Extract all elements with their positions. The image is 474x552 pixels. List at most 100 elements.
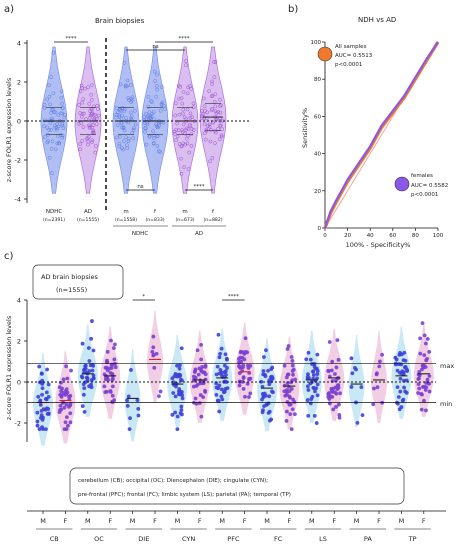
max-label: max — [440, 362, 454, 370]
region-legend-box — [69, 467, 405, 505]
panel-c-point — [89, 385, 94, 390]
panel-c-point — [80, 341, 85, 346]
panel-a-point — [142, 115, 147, 119]
panel-c-point — [336, 357, 341, 362]
panel-c-point — [330, 390, 335, 394]
panel-c-point — [290, 407, 295, 412]
panel-c-point — [404, 390, 409, 395]
panel-c-point — [315, 376, 319, 381]
panel-a-point — [81, 125, 86, 129]
panel-a-group-label: m — [182, 209, 187, 215]
panel-c-point — [59, 394, 64, 399]
panel-c-point — [417, 386, 422, 391]
panel-a-point — [202, 116, 207, 120]
panel-a-point — [132, 108, 137, 113]
panel-b-y-tick-label: 100 — [311, 40, 322, 46]
panel-c-point — [241, 376, 246, 380]
panel-c-point — [82, 367, 87, 372]
panel-c-point — [285, 400, 290, 404]
panel-c-point — [244, 349, 248, 354]
panel-a-point — [86, 135, 91, 139]
panel-a-point — [202, 131, 207, 136]
panel-c-point — [416, 391, 421, 395]
panel-a-point — [159, 101, 164, 106]
panel-c-point — [306, 413, 311, 418]
panel-c-point — [334, 404, 338, 409]
panel-c-point — [90, 319, 94, 323]
panel-a-point — [114, 135, 119, 140]
panel-b-roc-curves — [323, 41, 440, 229]
panel-c-point — [193, 369, 198, 373]
panel-a-sig-text: ns — [137, 184, 143, 190]
panel-c-point — [196, 372, 201, 377]
panel-c-box-n: (n=1555) — [56, 286, 87, 294]
panel-c-point — [63, 420, 68, 425]
panel-a-violin — [74, 46, 102, 194]
panel-c-point — [312, 362, 317, 366]
panel-c-point — [266, 368, 270, 373]
panel-c-point — [225, 366, 229, 370]
panel-a-point — [56, 124, 61, 129]
panel-a-group-n: (n=1558) — [115, 217, 137, 223]
panel-a-point — [210, 94, 215, 98]
panel-a-point — [173, 113, 178, 118]
panel-c-region-label: DIE — [138, 535, 149, 543]
panel-c-sex-label: M — [264, 517, 270, 525]
panel-a-point — [151, 136, 156, 140]
panel-a-group-name: NDHC — [132, 231, 148, 237]
panel-c-point — [39, 371, 44, 376]
panel-c-point — [35, 423, 40, 428]
panel-c-sex-label: F — [153, 517, 157, 525]
all-samples-auc: AUC= 0.5513 — [335, 53, 373, 59]
panel-a-point — [213, 129, 217, 133]
panel-c-sex-label: F — [64, 517, 68, 525]
panel-a-point — [203, 109, 207, 113]
panel-a-point — [120, 125, 124, 130]
panel-a-point — [212, 60, 216, 64]
panel-a-point — [207, 122, 212, 127]
panel-c-point — [404, 378, 409, 383]
panel-a-point — [179, 156, 183, 161]
panel-c-point — [217, 409, 222, 414]
panel-a-point — [163, 107, 167, 111]
panel-c-sex-label: F — [198, 517, 202, 525]
panel-c-point — [267, 394, 272, 399]
panel-c-point — [61, 390, 66, 395]
panel-c-point — [305, 398, 310, 402]
panel-a-point — [82, 86, 87, 91]
panel-c-point — [375, 385, 380, 390]
panel-c-point — [315, 372, 320, 377]
panel-c-point — [58, 408, 62, 412]
females-p: p<0.0001 — [411, 192, 438, 198]
panel-a-sig-text: **** — [194, 184, 205, 190]
panel-a-point — [117, 115, 122, 119]
panel-a-point — [207, 89, 212, 94]
panel-c-point — [333, 372, 337, 376]
panel-a-point — [183, 131, 187, 136]
panel-c-violin — [348, 334, 365, 428]
panel-a-point — [129, 114, 134, 119]
panel-c-point — [397, 407, 402, 412]
panel-c-point — [271, 390, 275, 395]
panel-c-point — [290, 369, 295, 373]
panel-c-point — [170, 412, 175, 417]
panel-c-point — [64, 364, 68, 369]
panel-c-point — [105, 349, 110, 354]
panel-c-sex-label: M — [40, 517, 46, 525]
panel-c-point — [401, 397, 406, 402]
panel-c-point — [305, 384, 310, 389]
panel-a-point — [185, 141, 190, 146]
panel-c-point — [288, 412, 293, 417]
panel-c-sex-label: F — [108, 517, 112, 525]
panel-c-region-label: LS — [319, 535, 327, 543]
panel-c-point — [422, 333, 427, 338]
panel-a-point — [150, 112, 154, 116]
panel-a-ylabel: z-score FOLR1 expression levels — [5, 77, 13, 182]
panel-a-point — [78, 111, 82, 115]
panel-a-point — [122, 107, 127, 112]
panel-a-point — [49, 75, 54, 79]
panel-a-sig-text: **** — [66, 36, 77, 42]
panel-b-title: NDH vs AD — [358, 16, 396, 24]
panel-a-point — [182, 165, 187, 169]
